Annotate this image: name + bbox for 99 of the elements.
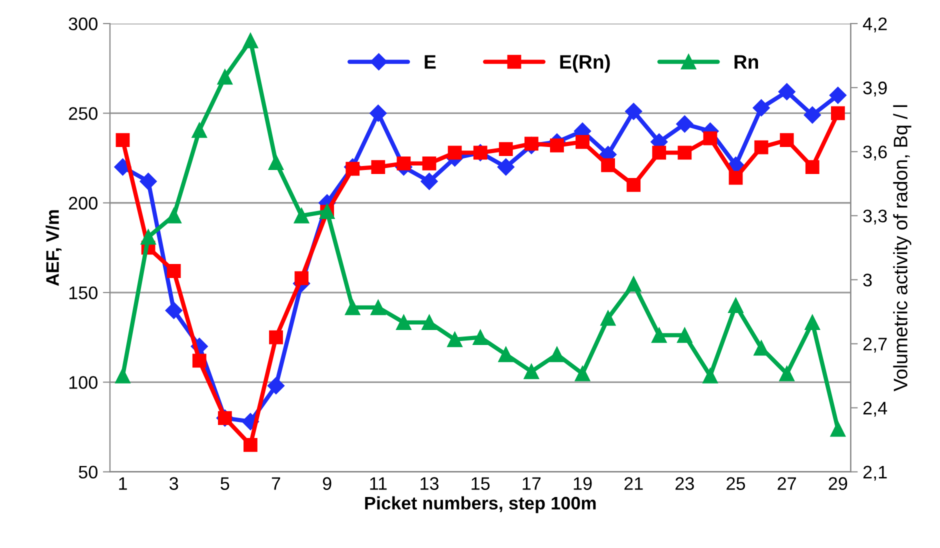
point <box>267 377 285 394</box>
x-tick-label: 21 <box>624 477 643 490</box>
point <box>498 346 514 362</box>
y2-tick-label: 3,3 <box>863 210 887 225</box>
x-tick-label: 3 <box>170 477 178 490</box>
point <box>549 346 565 362</box>
point <box>116 133 130 148</box>
point <box>396 314 412 330</box>
y-tick-label: 250 <box>68 107 98 120</box>
x-tick-label: 19 <box>574 477 592 490</box>
point <box>829 86 846 104</box>
point <box>420 172 438 190</box>
point <box>754 340 769 356</box>
point <box>472 330 488 345</box>
y2-axis-title: Volumetric activity of radon, Bq / l <box>893 105 912 392</box>
y2-tick-label: 2,4 <box>863 402 888 417</box>
x-tick-label: 7 <box>272 477 280 490</box>
point <box>294 271 308 286</box>
y-tick-label: 300 <box>68 18 98 30</box>
x-tick-label: 15 <box>472 477 490 490</box>
point <box>677 328 692 343</box>
point <box>422 314 437 330</box>
x-tick-label: 25 <box>726 477 746 490</box>
x-tick-label: 27 <box>778 477 796 490</box>
point <box>830 421 846 437</box>
point <box>242 33 258 48</box>
y2-tick-label: 3,6 <box>863 146 887 160</box>
point <box>115 368 130 384</box>
point <box>268 154 284 170</box>
point <box>728 298 744 313</box>
legend-label: E(Rn) <box>560 54 610 73</box>
y2-tick-label: 4,2 <box>862 18 887 32</box>
x-tick-label: 9 <box>322 477 332 490</box>
y2-tick-label: 3,9 <box>863 82 887 96</box>
point <box>576 134 590 149</box>
point <box>294 208 310 224</box>
point <box>779 366 794 382</box>
x-tick-label: 23 <box>676 477 694 490</box>
point <box>804 314 820 330</box>
x-tick-label: 13 <box>420 477 439 490</box>
y-tick-label: 150 <box>69 286 98 300</box>
point <box>778 83 796 100</box>
point <box>166 264 181 278</box>
point <box>396 156 411 170</box>
point <box>830 106 845 120</box>
point <box>422 156 436 170</box>
legend-label: E <box>424 55 436 69</box>
x-axis-title: Picket numbers, step 100m <box>365 496 596 514</box>
x-tick-label: 5 <box>220 477 230 490</box>
point <box>370 104 387 122</box>
point <box>728 170 743 185</box>
point <box>524 364 540 380</box>
point <box>805 160 820 174</box>
point <box>165 302 182 320</box>
point <box>498 142 513 156</box>
y-tick-label: 50 <box>78 466 98 479</box>
point <box>448 146 462 160</box>
point <box>678 146 692 160</box>
point <box>703 131 718 146</box>
point <box>497 158 514 176</box>
y2-tick-label: 2,1 <box>863 466 887 481</box>
point <box>192 122 208 138</box>
point <box>754 140 768 154</box>
legend-label: Rn <box>734 55 758 69</box>
point <box>269 330 283 344</box>
point <box>244 438 258 452</box>
x-tick-label: 29 <box>828 477 848 490</box>
point <box>370 300 386 316</box>
point <box>217 69 233 85</box>
point <box>140 172 157 190</box>
point <box>652 146 666 160</box>
point <box>676 115 694 133</box>
point <box>626 178 641 192</box>
x-tick-label: 11 <box>370 477 387 490</box>
point <box>780 133 794 148</box>
point <box>626 276 642 292</box>
point <box>447 332 462 348</box>
point <box>651 328 667 343</box>
point <box>371 160 386 174</box>
point <box>625 102 642 120</box>
y2-tick-label: 2,7 <box>863 338 887 353</box>
point <box>166 208 182 224</box>
x-tick-label: 17 <box>522 477 541 490</box>
point <box>114 158 132 176</box>
point <box>702 368 718 384</box>
point <box>601 158 615 172</box>
point <box>140 229 156 245</box>
point <box>574 366 590 382</box>
y2-tick-label: 3 <box>863 274 872 286</box>
point <box>192 354 206 368</box>
point <box>752 99 770 116</box>
y-tick-label: 200 <box>68 196 98 210</box>
x-tick-label: 1 <box>119 477 127 490</box>
point <box>550 138 564 152</box>
y-tick-label: 100 <box>69 376 98 389</box>
y-axis-title: AEF, V/m <box>46 210 62 286</box>
point <box>804 106 821 124</box>
point <box>600 310 616 326</box>
point <box>344 300 360 316</box>
